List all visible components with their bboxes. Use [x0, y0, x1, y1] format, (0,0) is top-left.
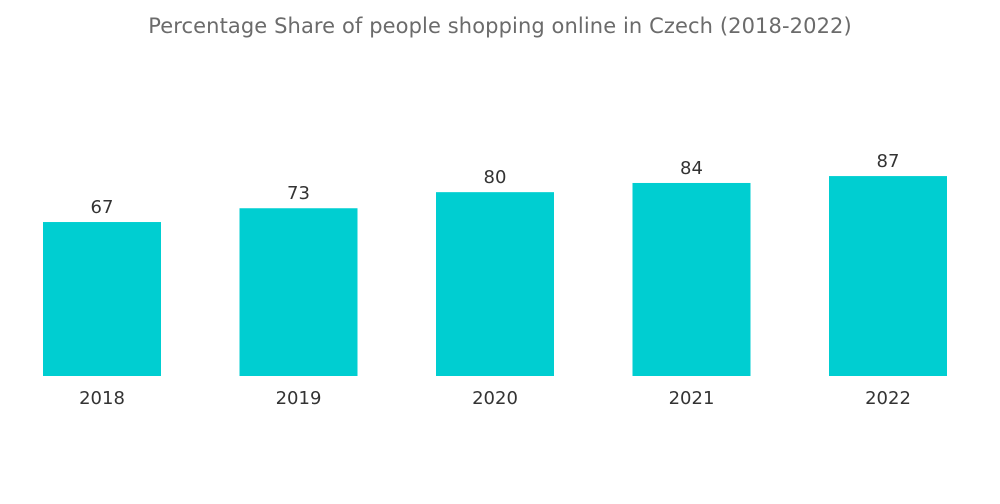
value-label-2022: 87 — [877, 151, 900, 172]
chart-title: Percentage Share of people shopping onli… — [148, 14, 852, 38]
value-label-2019: 73 — [287, 183, 310, 204]
bars-group — [43, 176, 947, 376]
bar-2018 — [43, 222, 161, 376]
bar-2022 — [829, 176, 947, 376]
value-label-2020: 80 — [484, 167, 507, 188]
x-tick-label-2018: 2018 — [79, 388, 125, 409]
value-label-2018: 67 — [91, 197, 114, 218]
x-tick-label-2020: 2020 — [472, 388, 518, 409]
x-tick-label-2019: 2019 — [276, 388, 322, 409]
bar-2019 — [239, 208, 358, 376]
x-tick-labels-group: 2018 2019 2020 2021 2022 — [79, 388, 911, 409]
value-labels-group: 67 73 80 84 87 — [91, 151, 900, 218]
x-tick-label-2021: 2021 — [669, 388, 715, 409]
bar-2021 — [632, 182, 751, 376]
value-label-2021: 84 — [680, 158, 703, 179]
bar-2020 — [436, 192, 554, 376]
x-tick-label-2022: 2022 — [865, 388, 911, 409]
